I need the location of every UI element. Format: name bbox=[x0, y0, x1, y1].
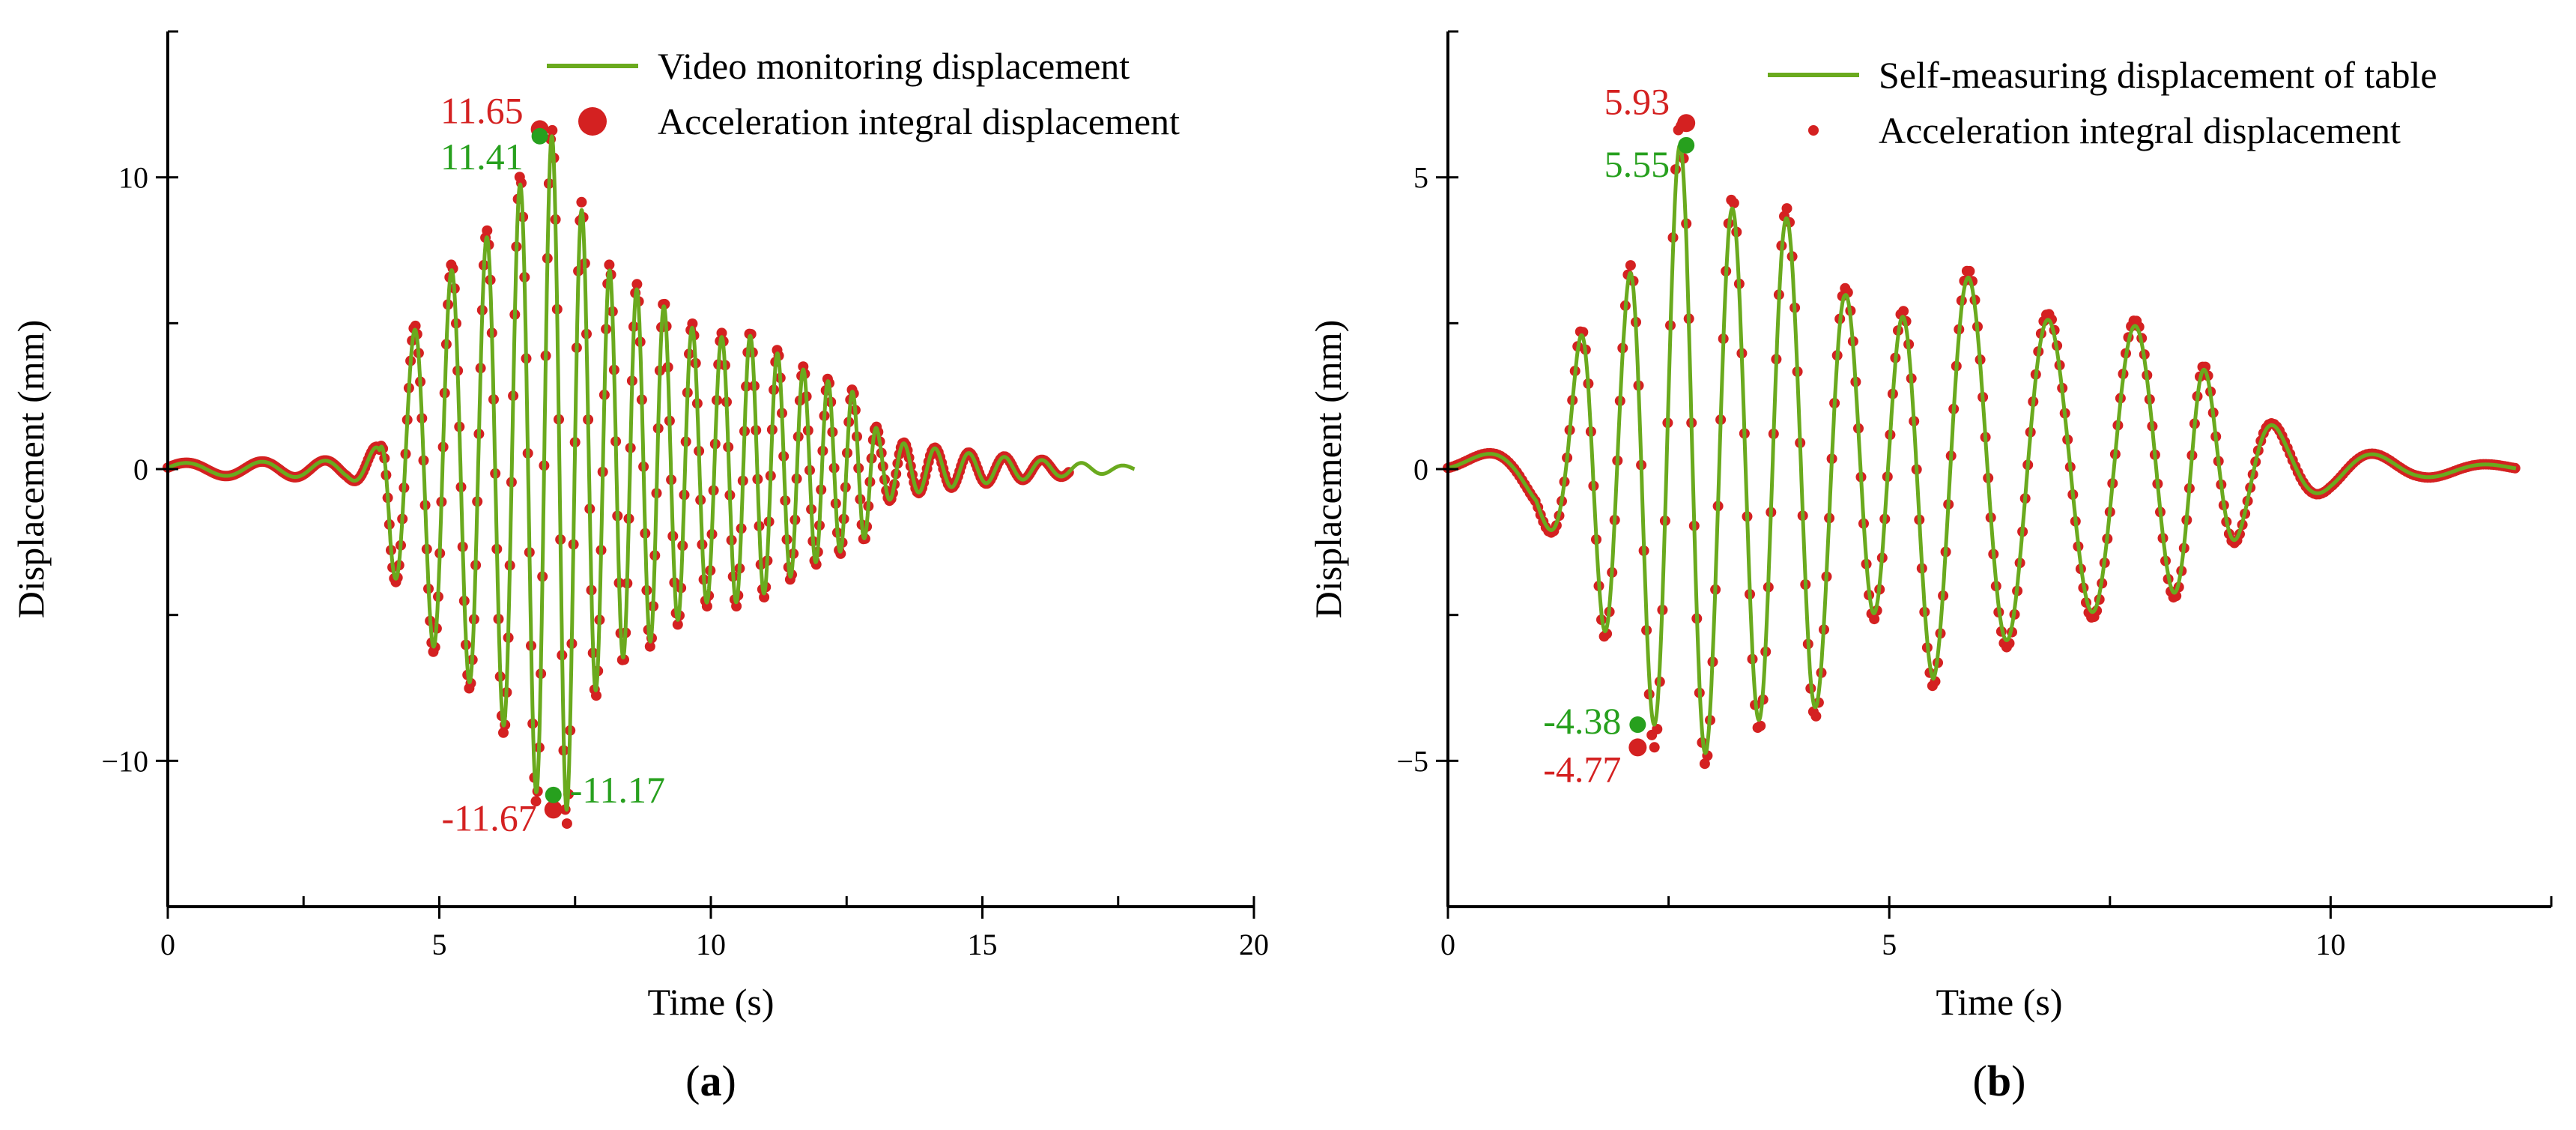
value-annotation: -4.38 bbox=[1543, 700, 1621, 742]
x-tick-label: 10 bbox=[2315, 928, 2345, 961]
x-tick-label: 15 bbox=[968, 928, 998, 961]
data-point bbox=[1649, 742, 1660, 753]
data-point bbox=[1810, 710, 1822, 722]
value-annotation: 11.41 bbox=[440, 136, 524, 178]
data-point bbox=[644, 641, 655, 652]
data-point bbox=[1781, 203, 1792, 214]
data-point bbox=[547, 124, 558, 136]
value-annotation: -11.67 bbox=[441, 797, 536, 839]
data-point bbox=[576, 196, 587, 208]
x-tick-label: 20 bbox=[1239, 928, 1269, 961]
y-tick-label: 10 bbox=[118, 161, 148, 195]
y-tick-label: −10 bbox=[101, 744, 148, 778]
data-point bbox=[561, 818, 572, 830]
panel-label-b: (b) bbox=[1973, 1057, 2026, 1105]
y-axis-label: Displacement (mm) bbox=[10, 320, 52, 619]
data-point bbox=[731, 601, 742, 611]
y-tick-label: 0 bbox=[1413, 453, 1428, 486]
data-point bbox=[687, 318, 698, 329]
chart-panel-a: 0 5 10 15 20 −10 0 10 11.65 11.41 -11.67 -11.17 Vi… bbox=[10, 30, 1269, 1105]
legend-entry: Acceleration integral displacement bbox=[658, 100, 1180, 142]
data-point bbox=[1964, 265, 1975, 277]
data-point bbox=[631, 279, 643, 290]
panel-letter-b: b bbox=[1987, 1057, 2011, 1105]
x-tick-label: 0 bbox=[1440, 928, 1455, 961]
data-point bbox=[1755, 720, 1766, 731]
chart-panel-b: 0 5 10 −5 0 5 5.93 5.55 -4.38 -4.77 Self-measuri… bbox=[1307, 30, 2553, 1105]
value-annotation: -11.17 bbox=[570, 769, 665, 811]
value-annotation: -4.77 bbox=[1543, 748, 1621, 790]
data-point bbox=[1898, 306, 1909, 317]
legend-swatch-dot bbox=[1808, 125, 1819, 136]
x-tick-label: 5 bbox=[432, 928, 447, 961]
panel-label-a: (a) bbox=[685, 1057, 736, 1105]
series-line-displacement bbox=[166, 134, 1136, 812]
extreme-marker bbox=[1678, 136, 1695, 154]
value-annotation: 5.55 bbox=[1604, 143, 1670, 185]
data-point bbox=[591, 690, 601, 701]
data-point bbox=[498, 727, 509, 738]
data-point bbox=[1699, 758, 1710, 770]
extreme-marker bbox=[531, 127, 548, 145]
y-tick-label: −5 bbox=[1396, 744, 1428, 778]
legend-swatch-dot bbox=[578, 107, 607, 136]
x-tick-label: 10 bbox=[696, 928, 726, 961]
legend-entry: Video monitoring displacement bbox=[658, 45, 1130, 87]
extreme-marker bbox=[1677, 114, 1696, 133]
data-point bbox=[716, 327, 727, 339]
data-point bbox=[1625, 260, 1636, 271]
data-point bbox=[701, 601, 712, 612]
data-point bbox=[672, 619, 683, 630]
data-point bbox=[1869, 614, 1880, 625]
extreme-marker bbox=[1628, 738, 1647, 757]
value-annotation: 5.93 bbox=[1604, 80, 1670, 122]
legend-entry: Acceleration integral displacement bbox=[1879, 109, 2401, 151]
y-axis-label: Displacement (mm) bbox=[1307, 320, 1349, 619]
series-line-displacement bbox=[1446, 143, 2518, 755]
data-point bbox=[530, 796, 542, 807]
data-point bbox=[1728, 198, 1739, 208]
value-annotation: 11.65 bbox=[440, 89, 524, 131]
x-tick-label: 5 bbox=[1882, 928, 1897, 961]
plot-area-background bbox=[1448, 31, 2551, 907]
data-point bbox=[759, 592, 770, 602]
y-tick-label: 5 bbox=[1413, 161, 1428, 195]
legend-entry: Self-measuring displacement of table bbox=[1879, 54, 2437, 96]
extreme-marker bbox=[544, 800, 563, 819]
x-tick-label: 0 bbox=[160, 928, 175, 961]
x-axis-label: Time (s) bbox=[647, 981, 774, 1023]
data-point bbox=[410, 320, 421, 331]
data-point bbox=[604, 259, 615, 271]
panel-letter-a: a bbox=[700, 1057, 722, 1105]
y-tick-label: 0 bbox=[133, 453, 148, 486]
data-point bbox=[482, 225, 493, 236]
extreme-marker bbox=[1629, 716, 1646, 734]
extreme-marker bbox=[545, 786, 562, 803]
x-axis-label: Time (s) bbox=[1936, 981, 2062, 1023]
